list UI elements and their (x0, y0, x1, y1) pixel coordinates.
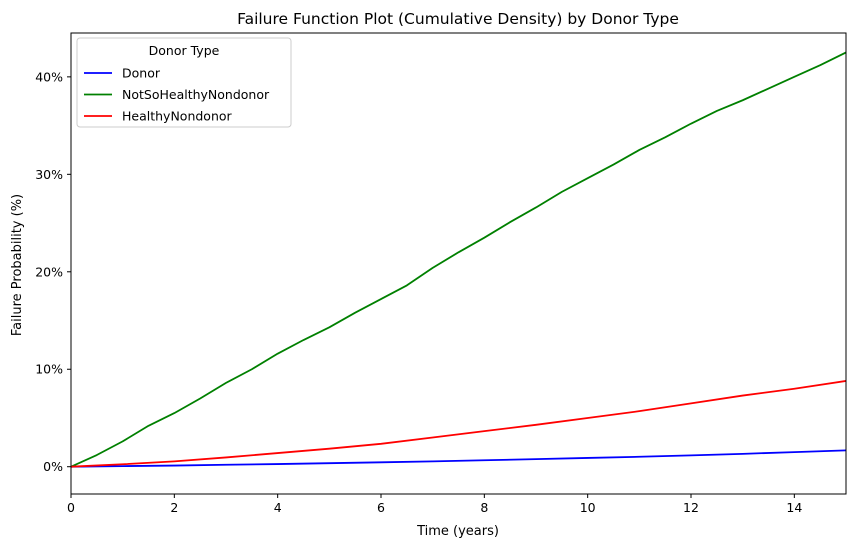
y-axis-title: Failure Probability (%) (10, 194, 25, 336)
series-line-1 (71, 51, 846, 468)
legend-entries: Donor NotSoHealthyNondonor HealthyNondonor (84, 66, 270, 124)
series-group (71, 51, 846, 468)
x-axis-title: Time (years) (416, 524, 499, 539)
x-tick-label: 0 (67, 500, 75, 515)
plot-frame (70, 32, 847, 495)
y-tick-label: 40% (35, 69, 63, 84)
x-tick-label: 10 (580, 500, 596, 515)
x-tick-label: 8 (480, 500, 488, 515)
x-tick-label: 4 (274, 500, 282, 515)
legend-label: HealthyNondonor (122, 109, 233, 124)
y-tick-label: 20% (35, 264, 63, 279)
series-line-0 (71, 449, 846, 468)
legend-label: Donor (122, 66, 161, 81)
x-tick-label: 14 (786, 500, 802, 515)
y-axis: 0% 10% 20% 30% 40% (35, 69, 71, 474)
y-tick-label: 10% (35, 362, 63, 377)
series-line-2 (71, 380, 846, 468)
chart-title: Failure Function Plot (Cumulative Densit… (237, 10, 679, 28)
x-tick-label: 12 (683, 500, 699, 515)
legend-frame (76, 37, 292, 128)
legend: Donor Type Donor NotSoHealthyNondonor Heal… (76, 37, 292, 128)
x-tick-label: 6 (377, 500, 385, 515)
x-axis: 0 2 4 6 8 10 12 14 (67, 494, 802, 515)
legend-title: Donor Type (149, 43, 220, 58)
x-tick-label: 2 (170, 500, 178, 515)
y-tick-label: 0% (43, 459, 63, 474)
legend-label: NotSoHealthyNondonor (122, 87, 270, 102)
y-tick-label: 30% (35, 167, 63, 182)
